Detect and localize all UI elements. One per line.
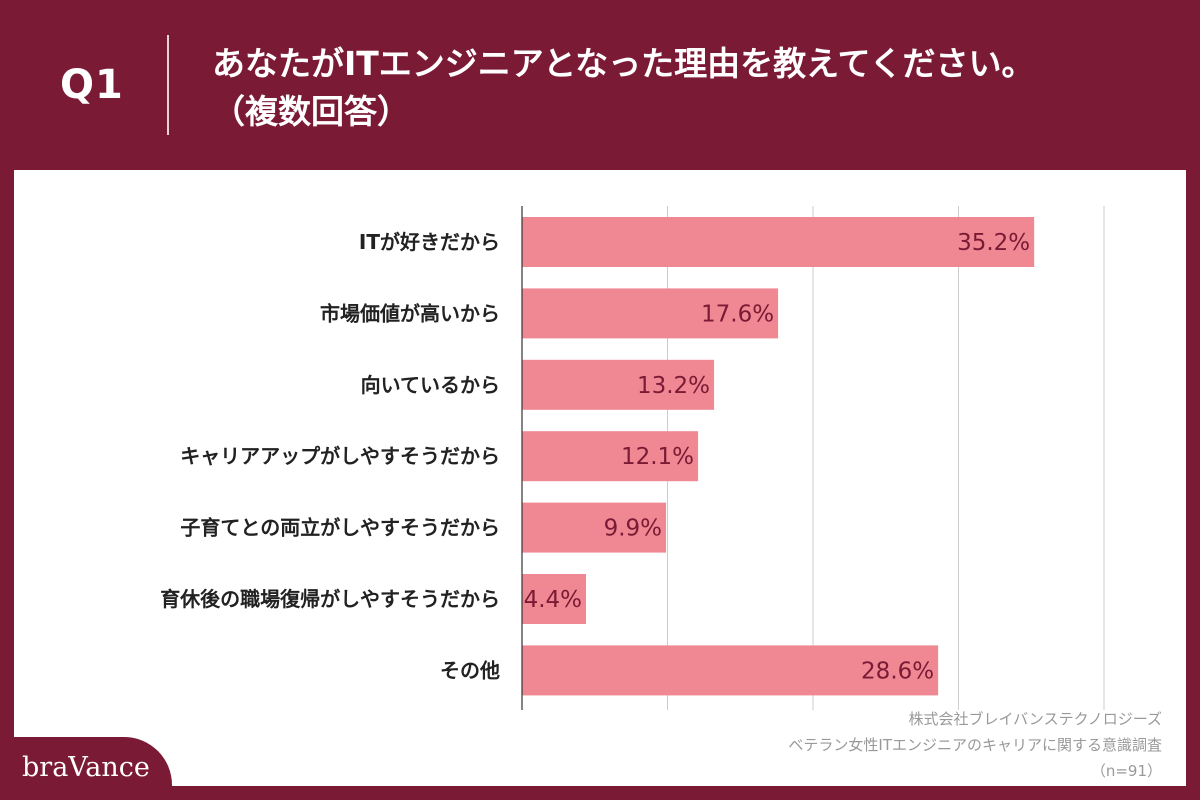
category-label: 市場価値が高いから bbox=[320, 301, 500, 325]
category-label: 向いているから bbox=[361, 373, 500, 397]
value-label: 4.4% bbox=[524, 587, 582, 613]
source-line-1: 株式会社ブレイバンステクノロジーズ bbox=[908, 710, 1162, 728]
question-line-2: （複数回答） bbox=[212, 92, 410, 131]
question-line-1: あなたがITエンジニアとなった理由を教えてください。 bbox=[212, 44, 1035, 83]
question-number: Q1 bbox=[60, 62, 124, 108]
value-label: 13.2% bbox=[637, 373, 710, 399]
source-line-2: ベテラン女性ITエンジニアのキャリアに関する意識調査 bbox=[788, 736, 1162, 754]
category-label: キャリアアップがしやすそうだから bbox=[180, 444, 500, 468]
category-label: 子育てとの両立がしやすそうだから bbox=[180, 516, 500, 540]
bar-chart: ITが好きだから 35.2% 市場価値が高いから 17.6% 向いているから 13.2% キ… bbox=[160, 206, 1105, 710]
bar bbox=[522, 217, 1035, 267]
chart-panel: ITが好きだから 35.2% 市場価値が高いから 17.6% 向いているから 13.2% キ… bbox=[14, 170, 1186, 786]
bar bbox=[522, 288, 779, 339]
value-label: 12.1% bbox=[621, 444, 694, 470]
category-label: ITが好きだから bbox=[359, 230, 500, 254]
bar bbox=[522, 574, 587, 624]
brand-logo: braVance bbox=[22, 752, 150, 783]
source-note: 株式会社ブレイバンステクノロジーズ ベテラン女性ITエンジニアのキャリアに関する… bbox=[788, 706, 1162, 784]
question-title: あなたがITエンジニアとなった理由を教えてください。 （複数回答） bbox=[212, 40, 1172, 136]
source-line-3: （n=91） bbox=[1090, 762, 1162, 780]
value-label: 17.6% bbox=[701, 301, 774, 327]
header: Q1 あなたがITエンジニアとなった理由を教えてください。 （複数回答） bbox=[0, 0, 1200, 170]
category-label: 育休後の職場復帰がしやすそうだから bbox=[160, 587, 500, 611]
bar bbox=[522, 359, 715, 410]
category-label: その他 bbox=[440, 658, 500, 682]
bar bbox=[522, 431, 699, 482]
value-label: 35.2% bbox=[957, 230, 1030, 256]
value-label: 28.6% bbox=[861, 658, 934, 684]
bar bbox=[522, 645, 939, 696]
bar bbox=[522, 502, 667, 553]
value-label: 9.9% bbox=[604, 516, 662, 542]
logo-tab bbox=[0, 737, 172, 800]
header-divider bbox=[167, 35, 169, 135]
